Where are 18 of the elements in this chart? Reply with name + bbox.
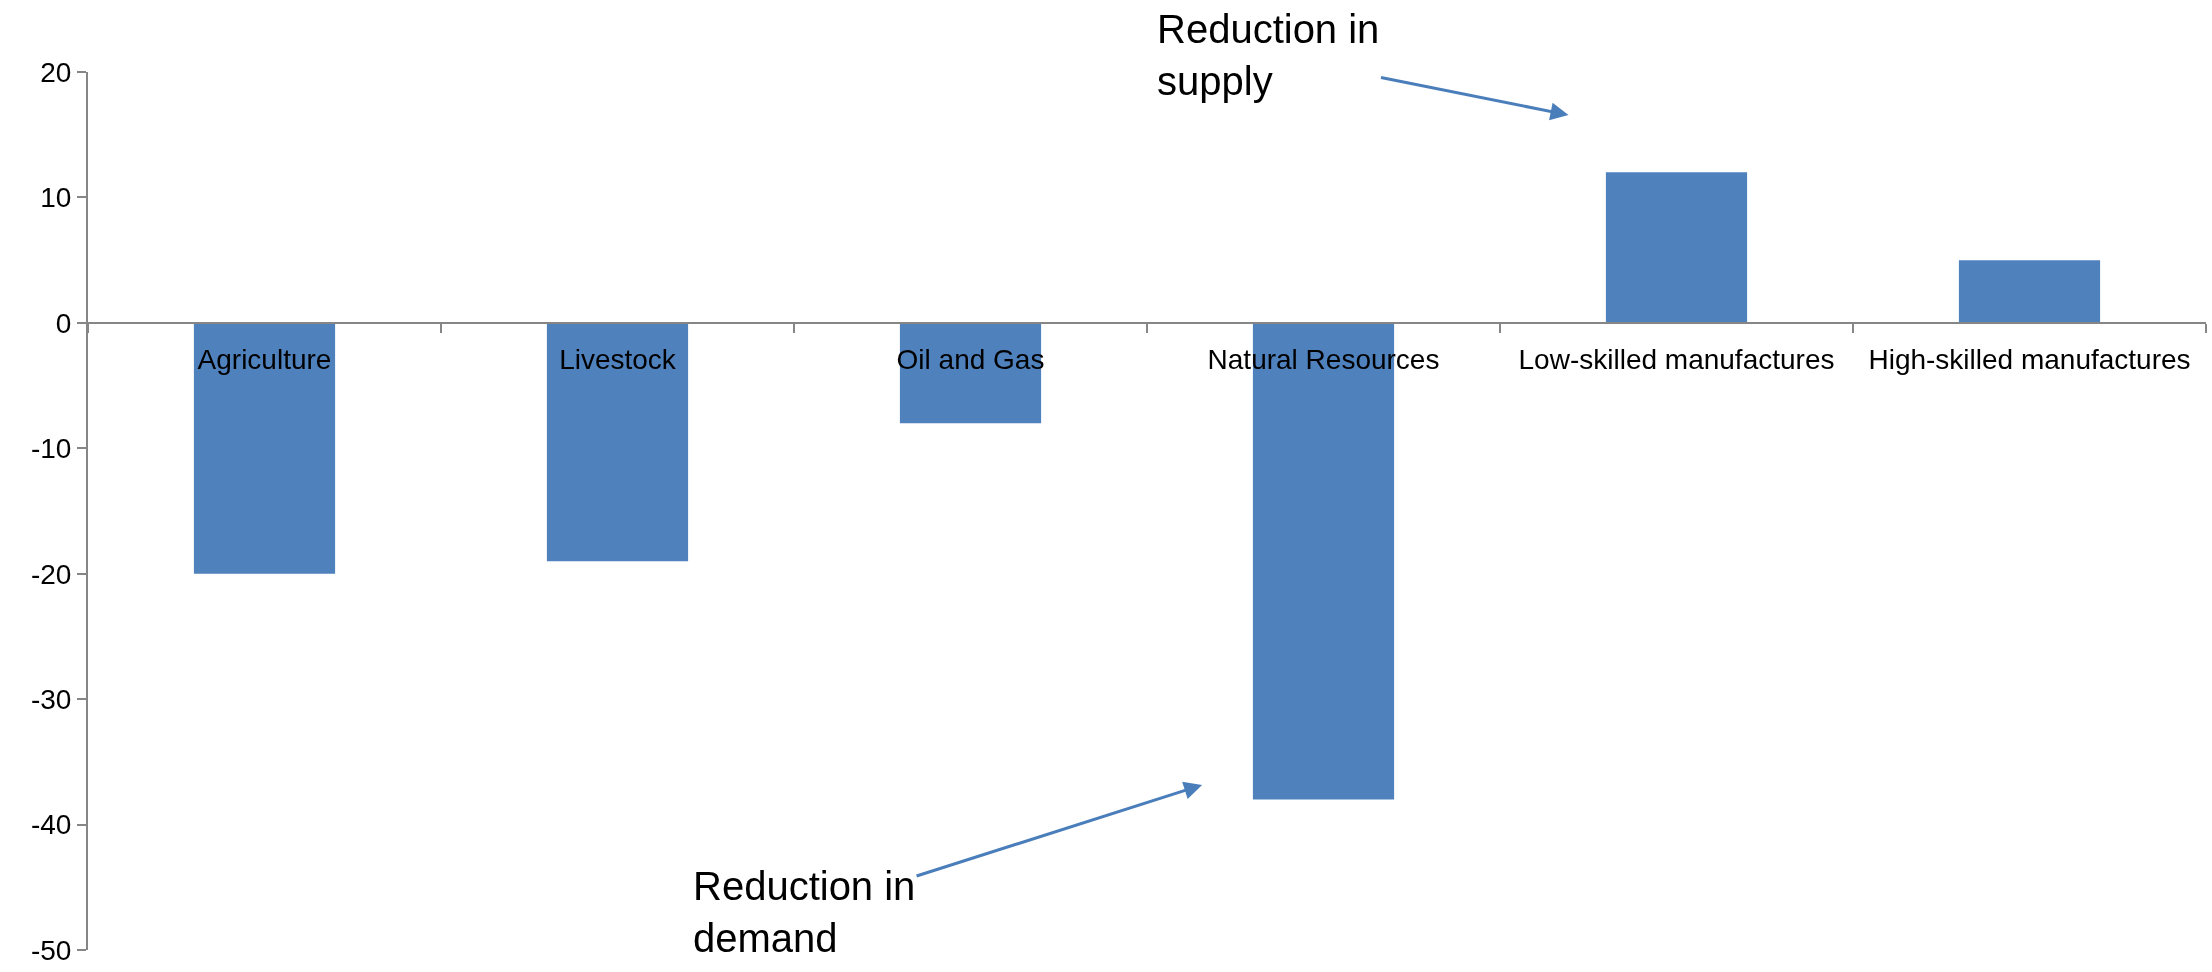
y-tick-label: 10 <box>40 182 72 214</box>
x-tick-label: Livestock <box>559 344 677 376</box>
x-tick-label: High-skilled manufactures <box>1868 344 2191 376</box>
bar <box>193 322 336 574</box>
y-tick-label: 0 <box>55 307 72 339</box>
y-tick-label: -40 <box>30 809 72 841</box>
y-tick-label: -20 <box>30 558 72 590</box>
bar <box>546 322 689 562</box>
y-tick-label: -10 <box>30 433 72 465</box>
annotation: Reduction in demand <box>693 864 916 960</box>
x-tick-label: Low-skilled manufactures <box>1518 344 1835 376</box>
y-tick-label: -30 <box>30 683 72 715</box>
bar <box>1605 172 1748 323</box>
y-tick-label: 20 <box>40 56 72 88</box>
y-tick-label: -50 <box>30 934 72 966</box>
x-tick-label: Agriculture <box>197 344 332 376</box>
annotation: Reduction in supply <box>1157 7 1380 103</box>
bar <box>1958 260 2101 323</box>
